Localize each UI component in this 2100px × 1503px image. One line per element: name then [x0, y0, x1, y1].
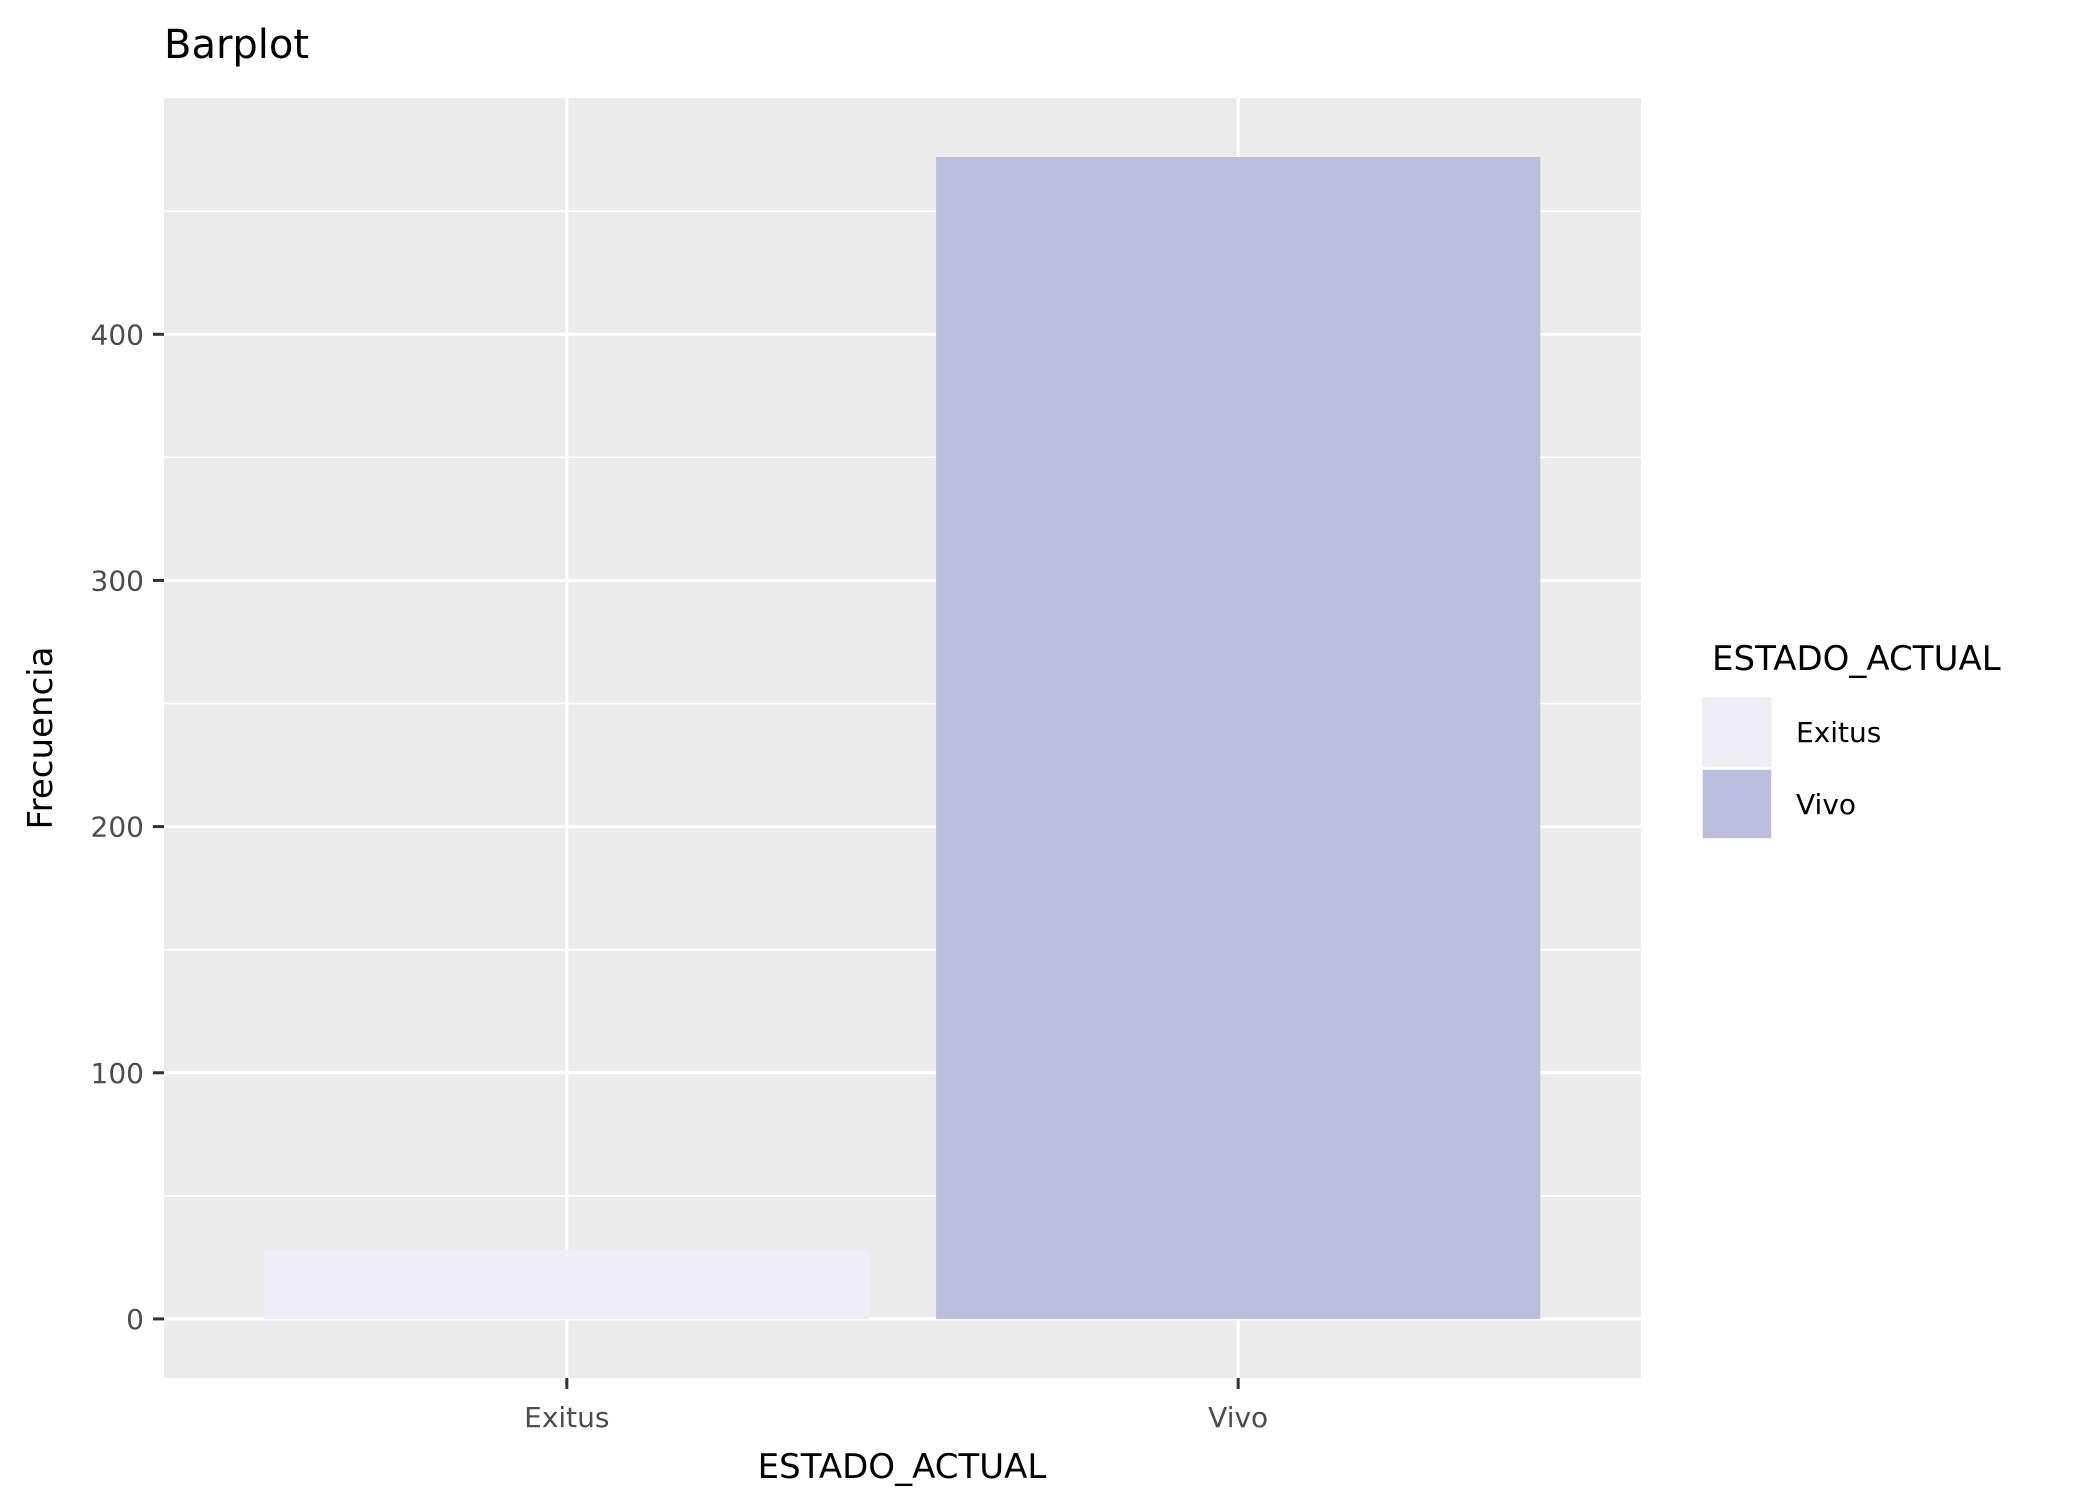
- legend-title: ESTADO_ACTUAL: [1712, 639, 2001, 679]
- legend: ESTADO_ACTUAL Exitus Vivo: [1702, 639, 2001, 839]
- x-tick-label: Exitus: [524, 1401, 609, 1434]
- bar-exitus: [264, 1250, 869, 1319]
- bars: [264, 157, 1541, 1319]
- chart-title: Barplot: [164, 22, 309, 68]
- bar-vivo: [936, 157, 1541, 1319]
- legend-label: Exitus: [1796, 716, 1881, 749]
- x-axis: Exitus Vivo: [524, 1378, 1268, 1434]
- y-tick-label: 200: [91, 811, 144, 844]
- legend-swatch-vivo: [1703, 770, 1771, 838]
- x-tick-label: Vivo: [1208, 1401, 1268, 1434]
- y-tick-label: 400: [91, 318, 144, 351]
- y-tick-label: 0: [126, 1303, 144, 1336]
- legend-label: Vivo: [1796, 788, 1856, 821]
- y-tick-label: 300: [91, 564, 144, 597]
- x-axis-title: ESTADO_ACTUAL: [758, 1447, 1047, 1487]
- y-axis: 0 100 200 300 400: [91, 318, 164, 1336]
- y-axis-title: Frecuencia: [21, 647, 61, 830]
- legend-swatch-exitus: [1703, 698, 1771, 766]
- y-tick-label: 100: [91, 1057, 144, 1090]
